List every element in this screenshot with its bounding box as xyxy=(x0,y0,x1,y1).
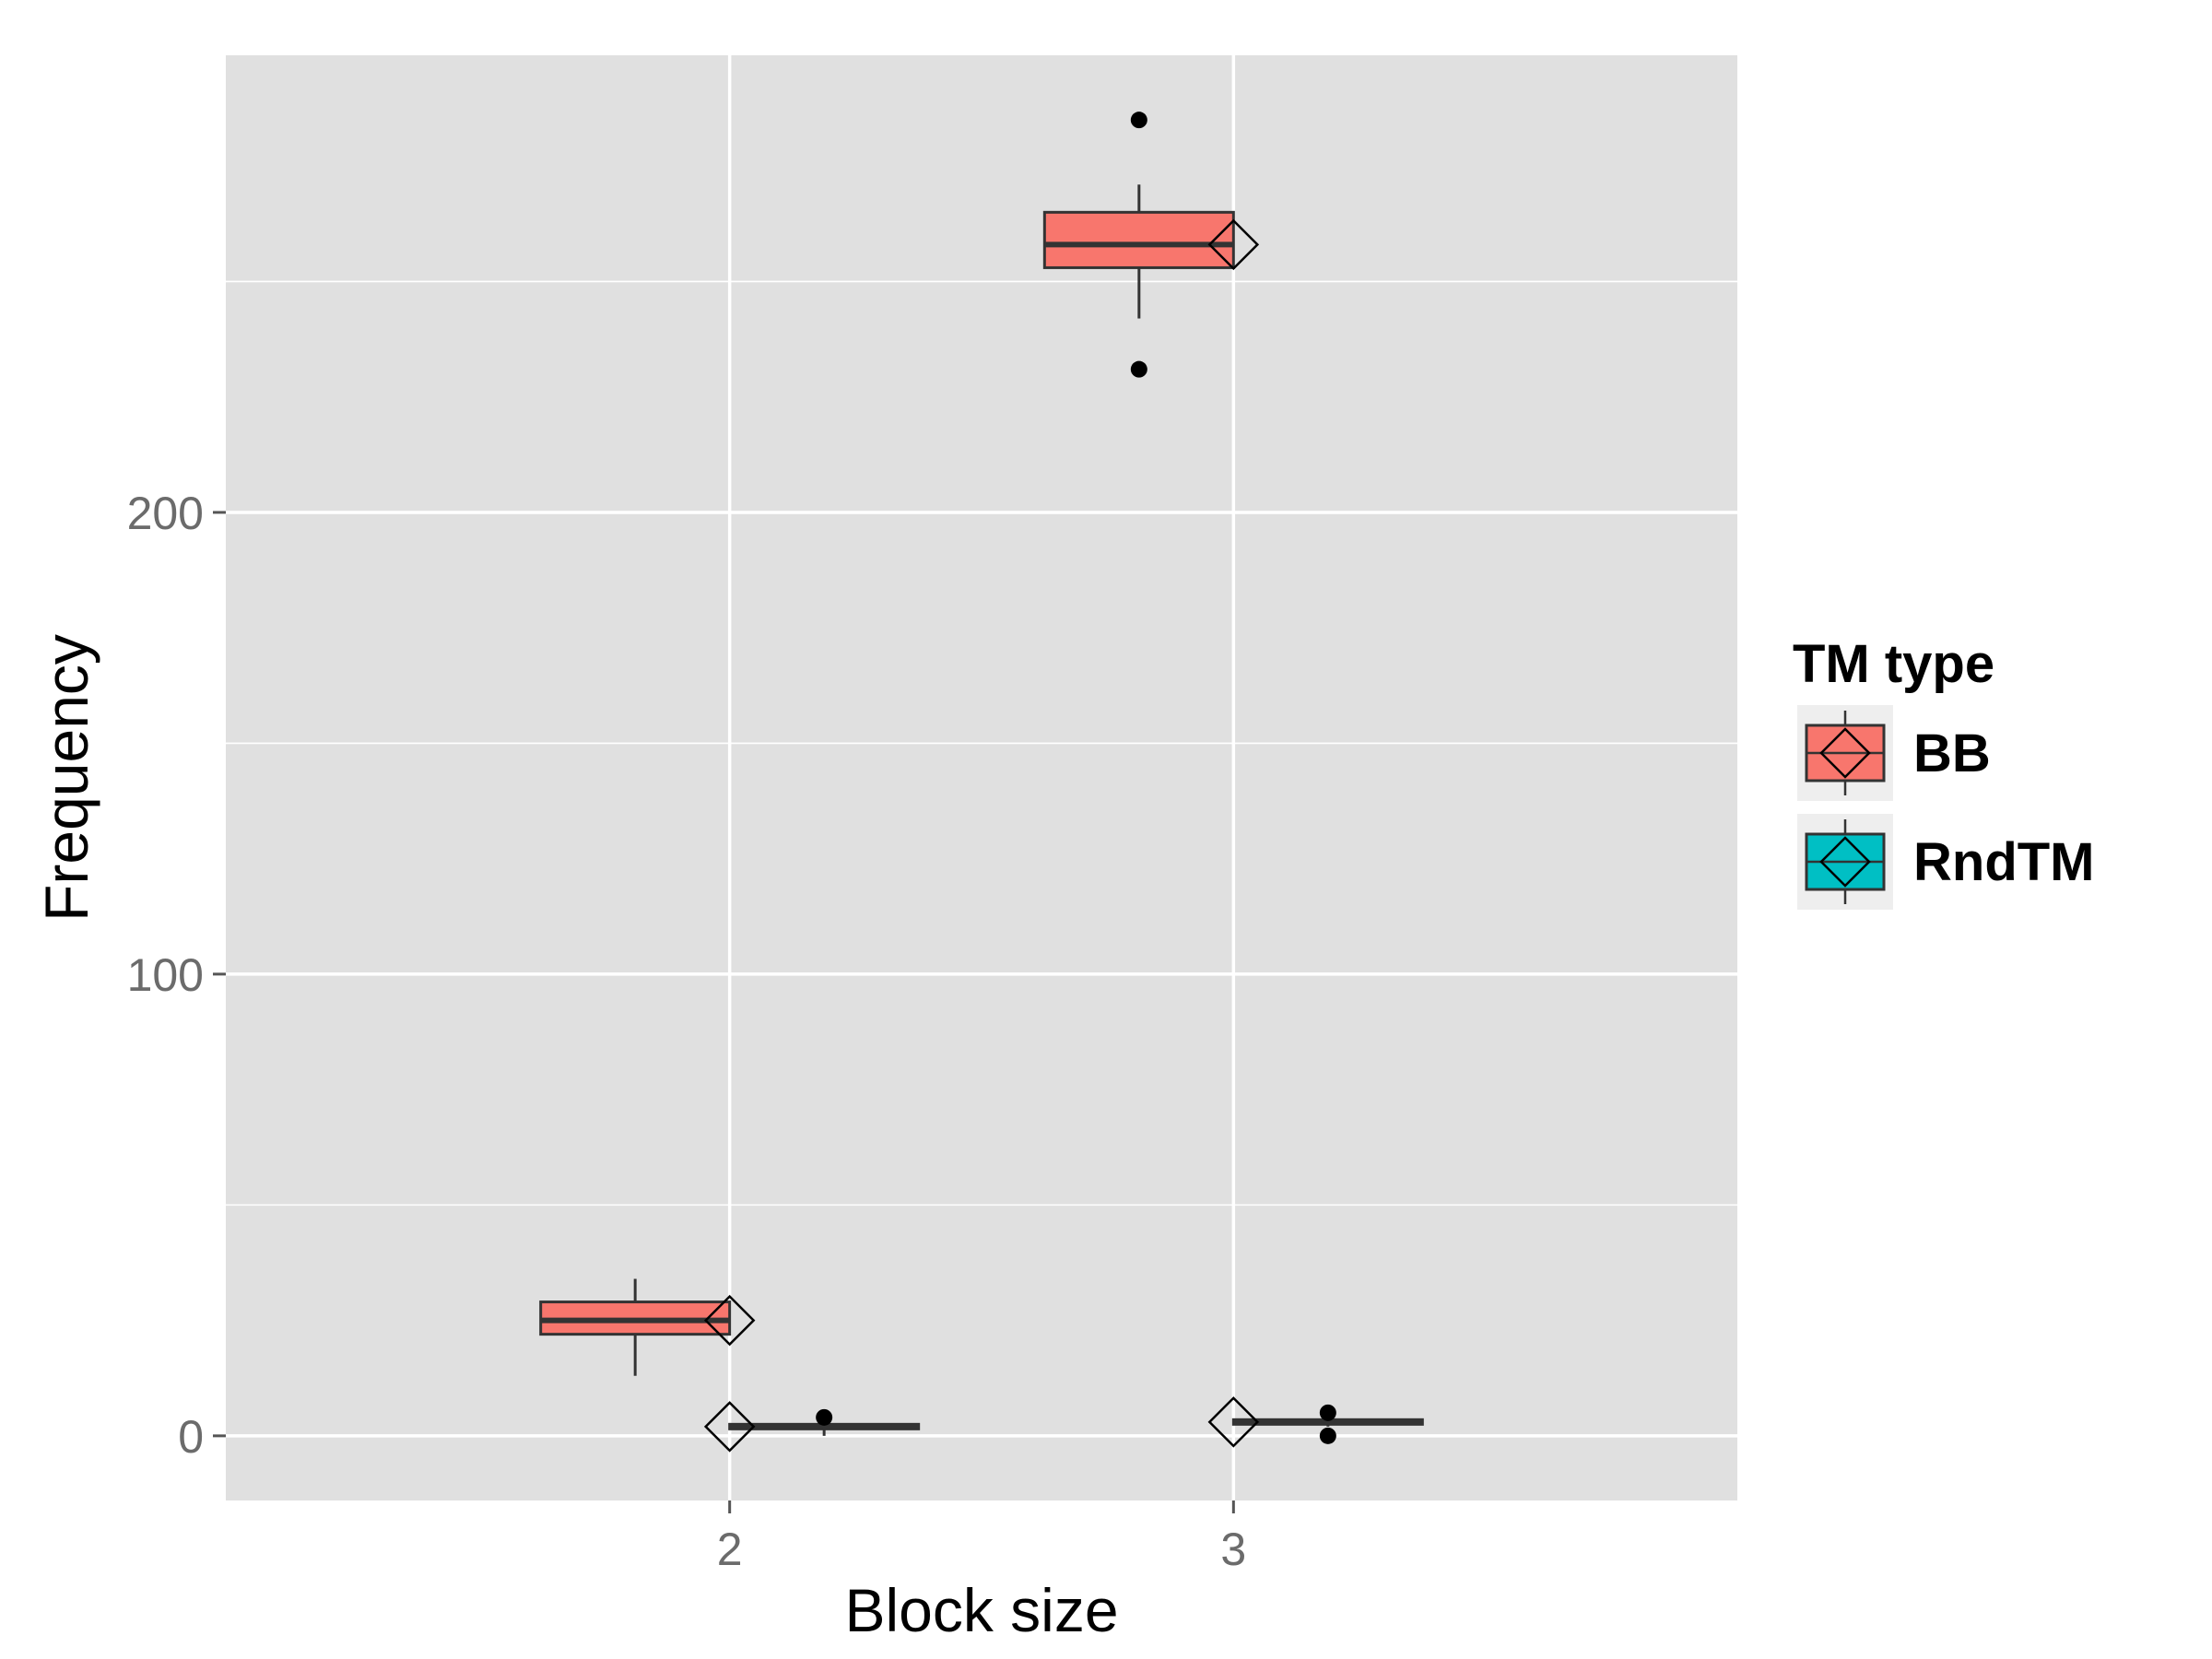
box-layer xyxy=(539,112,1424,1453)
legend-label-RndTM: RndTM xyxy=(1913,832,2095,892)
x-tick-label: 3 xyxy=(1220,1524,1246,1575)
y-tick-label: 0 xyxy=(178,1411,204,1463)
mean-diamond xyxy=(1207,218,1260,271)
outlier-point xyxy=(1130,360,1147,378)
legend: TM type BB RndTM xyxy=(1793,634,2095,910)
outlier-point xyxy=(1319,1404,1336,1421)
box-iqr xyxy=(1042,210,1235,269)
mean-diamond xyxy=(703,1401,756,1453)
y-tick-label: 100 xyxy=(127,949,204,1001)
y-axis-title: Frequency xyxy=(32,634,100,922)
legend-key-mean-diamond xyxy=(1819,836,1871,888)
axes: 0 100 200 2 3 xyxy=(127,488,1247,1575)
box-BB-3 xyxy=(1042,112,1260,378)
outlier-point xyxy=(1319,1427,1336,1444)
outlier-point xyxy=(816,1408,833,1426)
box-RndTM-3 xyxy=(1207,1396,1424,1448)
grid-lines xyxy=(226,55,1737,1500)
legend-key-mean-diamond xyxy=(1819,727,1871,779)
mean-diamond xyxy=(1207,1396,1260,1448)
y-tick-label: 200 xyxy=(127,488,204,539)
plot-panel xyxy=(226,55,1737,1500)
box-BB-2 xyxy=(539,1278,756,1376)
legend-label-BB: BB xyxy=(1913,724,1991,783)
legend-key-BB xyxy=(1797,705,1893,801)
legend-key-RndTM xyxy=(1797,814,1893,910)
mean-diamond xyxy=(703,1294,756,1347)
box-RndTM-2 xyxy=(703,1401,921,1453)
legend-title: TM type xyxy=(1793,634,1994,694)
x-tick-label: 2 xyxy=(717,1524,743,1575)
outlier-point xyxy=(1130,112,1147,129)
x-axis-title: Block size xyxy=(844,1576,1118,1644)
